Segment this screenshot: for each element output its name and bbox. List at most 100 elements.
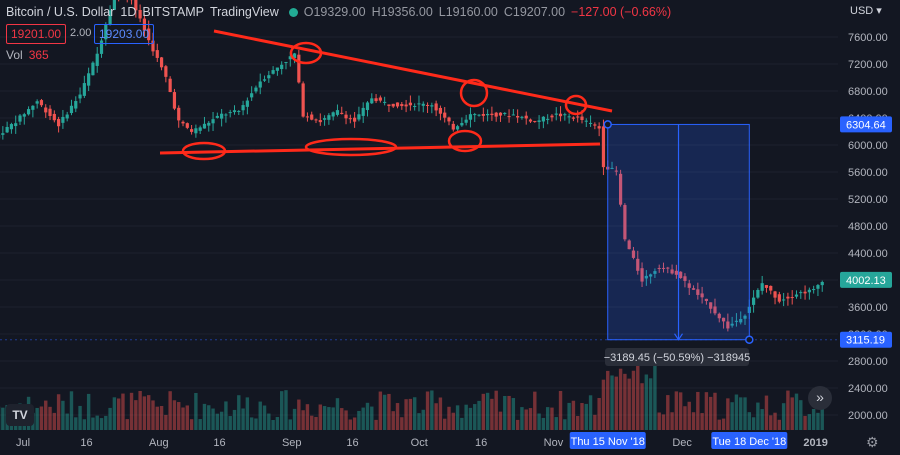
resistance-trendline <box>213 29 613 113</box>
volume-bar <box>816 412 820 430</box>
volume-bar <box>61 400 65 430</box>
volume-bar <box>443 418 447 430</box>
candle-body <box>258 81 262 88</box>
volume-bar <box>623 373 627 430</box>
candle-body <box>498 112 503 116</box>
volume-bar <box>177 402 181 430</box>
candle-body <box>644 275 648 279</box>
candle-body <box>649 274 653 277</box>
buy-button[interactable]: 19203.00 <box>94 24 155 44</box>
candle-body <box>751 297 756 305</box>
volume-bar <box>743 397 747 430</box>
gear-icon[interactable]: ⚙ <box>866 434 879 450</box>
highlight-ellipse <box>564 94 588 116</box>
volume-bar <box>764 395 769 430</box>
candle-body <box>39 100 44 106</box>
volume-bar <box>769 415 773 430</box>
volume-bar <box>365 402 370 430</box>
candle-body <box>794 294 799 297</box>
interval-label[interactable]: 1D <box>120 5 137 19</box>
candle-body <box>254 87 258 92</box>
volume-bar <box>258 401 262 430</box>
spread-value: 2.00 <box>70 27 92 39</box>
candle-body <box>743 315 747 319</box>
measure-arrowhead <box>674 333 684 341</box>
price-tick-label: 2000.00 <box>848 410 888 422</box>
volume-bar <box>790 397 794 430</box>
candle-body <box>348 118 352 120</box>
time-tick-label: 16 <box>213 437 225 449</box>
candle-body <box>318 120 322 123</box>
candle-body <box>267 75 271 79</box>
candle-body <box>284 61 288 63</box>
scroll-to-realtime-button[interactable]: » <box>808 386 832 410</box>
candle-body <box>601 126 606 168</box>
candle-body <box>74 101 78 109</box>
price-tick-label: 3600.00 <box>848 302 888 314</box>
volume-bar <box>657 412 661 430</box>
volume-bar <box>82 419 87 430</box>
volume-bar <box>232 409 237 430</box>
sell-button[interactable]: 19201.00 <box>6 24 67 44</box>
volume-bar <box>807 414 812 430</box>
candle-body <box>627 240 631 250</box>
candle-body <box>65 114 69 119</box>
volume-bar <box>597 397 601 430</box>
volume-bar <box>473 404 477 430</box>
candle-body <box>207 122 211 126</box>
volume-bar <box>267 413 271 430</box>
time-tick-label: Oct <box>411 437 428 449</box>
time-tick-label: Dec <box>672 437 692 449</box>
candle-body <box>636 258 640 271</box>
volume-bar <box>739 397 743 430</box>
candle-body <box>443 112 447 118</box>
candle-body <box>537 120 541 122</box>
candle-body <box>511 114 515 116</box>
candle-body <box>18 115 22 122</box>
volume-bar <box>606 370 610 430</box>
time-label-text: Thu 15 Nov '18 <box>571 436 645 448</box>
volume-bar <box>537 413 541 430</box>
volume-bar <box>352 417 357 430</box>
candle-body <box>503 112 507 114</box>
volume-value: 365 <box>28 48 49 62</box>
volume-bars <box>0 355 824 430</box>
volume-bar <box>811 409 816 430</box>
volume-bar <box>69 391 74 430</box>
candle-body <box>181 121 185 124</box>
candle-body <box>95 53 99 66</box>
candle-body <box>584 120 588 122</box>
volume-bar <box>142 396 147 430</box>
candle-body <box>280 64 284 70</box>
volume-bar <box>112 397 117 430</box>
candle-body <box>57 119 61 127</box>
candle-body <box>777 294 781 302</box>
volume-bar <box>631 370 636 430</box>
volume-bar <box>670 412 674 430</box>
symbol-name[interactable]: Bitcoin / U.S. Dollar <box>6 5 115 19</box>
candle-body <box>438 107 443 114</box>
currency-selector[interactable]: USD ▾ <box>850 4 882 17</box>
candle-body <box>709 302 713 309</box>
candle-body <box>220 113 224 119</box>
volume-bar <box>340 408 344 430</box>
volume-bar <box>361 407 365 430</box>
volume-bar <box>425 391 430 430</box>
candle-body <box>211 119 215 124</box>
volume-bar <box>503 396 507 430</box>
volume-bar <box>618 368 623 430</box>
volume-bar <box>48 406 52 430</box>
volume-bar <box>636 355 640 430</box>
volume-label: Vol <box>6 48 23 62</box>
volume-bar <box>189 419 194 430</box>
volume-bar <box>378 391 383 430</box>
volume-bar <box>593 414 597 430</box>
volume-bar <box>159 405 164 430</box>
open-value: O19329.00 <box>303 5 366 19</box>
candle-body <box>322 118 327 120</box>
candle-body <box>168 78 172 93</box>
measure-label: −3189.45 (−50.59%) −318945 <box>604 352 751 364</box>
volume-bar <box>678 392 683 430</box>
price-tick-label: 4800.00 <box>848 221 888 233</box>
